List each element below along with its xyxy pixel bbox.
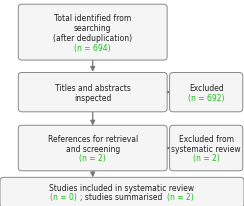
Text: References for retrieval: References for retrieval — [48, 134, 138, 143]
Text: (n = 2): (n = 2) — [193, 154, 220, 163]
Text: Titles and abstracts: Titles and abstracts — [55, 83, 131, 92]
FancyBboxPatch shape — [18, 73, 167, 112]
Text: inspected: inspected — [74, 93, 112, 102]
FancyBboxPatch shape — [18, 126, 167, 171]
Text: searching: searching — [74, 23, 112, 33]
Text: (after deduplication): (after deduplication) — [53, 33, 132, 42]
Text: (n = 2): (n = 2) — [167, 192, 194, 201]
FancyBboxPatch shape — [170, 73, 243, 112]
Text: systematic review: systematic review — [171, 144, 241, 153]
Text: and screening: and screening — [66, 144, 120, 153]
Text: Excluded: Excluded — [189, 83, 224, 92]
Text: Studies included in systematic review: Studies included in systematic review — [50, 184, 194, 193]
FancyBboxPatch shape — [0, 177, 244, 206]
Text: ; studies summarised: ; studies summarised — [80, 192, 164, 201]
Text: Excluded from: Excluded from — [179, 134, 234, 143]
FancyBboxPatch shape — [18, 5, 167, 61]
Text: (n = 694): (n = 694) — [74, 43, 111, 52]
Text: Total identified from: Total identified from — [54, 14, 131, 23]
Text: (n = 0): (n = 0) — [50, 192, 77, 201]
Text: (n = 692): (n = 692) — [188, 93, 224, 102]
FancyBboxPatch shape — [170, 126, 243, 171]
Text: (n = 2): (n = 2) — [79, 154, 106, 163]
